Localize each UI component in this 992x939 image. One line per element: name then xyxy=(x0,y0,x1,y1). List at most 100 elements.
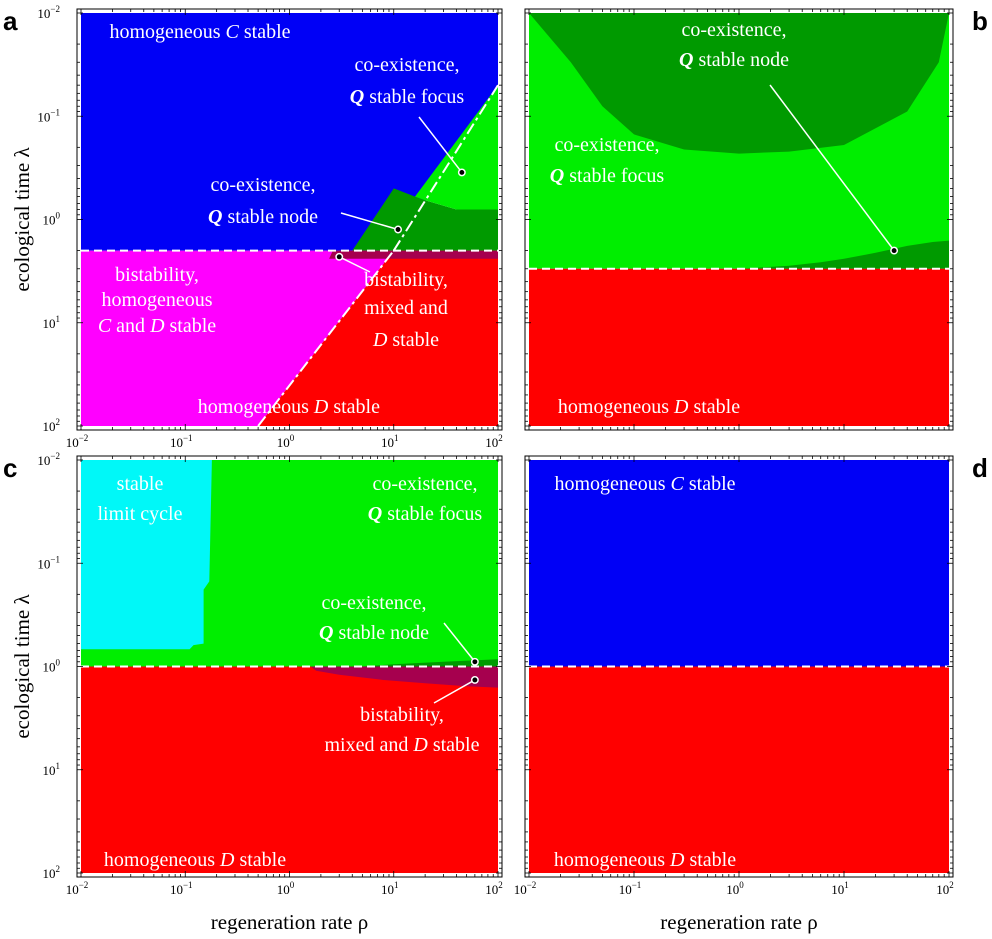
x-tick-label: 102 xyxy=(485,880,503,897)
region-annotation: mixed and xyxy=(364,297,448,319)
region-annotation: bistability, xyxy=(360,704,444,726)
callout-marker xyxy=(457,168,466,177)
region-annotation: co-existence, xyxy=(555,134,660,156)
region-C xyxy=(529,460,949,667)
y-tick-label: 100 xyxy=(43,658,61,675)
region-annotation: Q stable node xyxy=(679,49,789,71)
phase-boundary xyxy=(257,249,395,426)
callout-line xyxy=(769,84,895,252)
region-annotation: homogeneous D stable xyxy=(558,396,740,418)
y-tick-label: 10−2 xyxy=(37,4,60,21)
panel-d: 10−2 10−1 100 101 102 regeneration rate ρ homo… xyxy=(514,455,954,934)
callout-marker xyxy=(394,225,403,234)
region-annotation: co-existence, xyxy=(373,473,478,495)
x-tick-label: 10−2 xyxy=(66,433,89,450)
region-annotation: bistability, xyxy=(364,269,448,291)
callout-line xyxy=(340,212,399,231)
callout-line xyxy=(433,679,476,704)
callout-marker xyxy=(890,246,899,255)
plot-area-b xyxy=(529,13,949,426)
region-annotation: homogeneous xyxy=(101,289,212,311)
x-tick-label: 10−1 xyxy=(619,880,642,897)
callout-marker xyxy=(470,657,479,666)
region-annotation: Q stable node xyxy=(319,622,429,644)
region-R xyxy=(529,268,949,426)
x-tick-label: 10−1 xyxy=(170,433,193,450)
region-annotation: co-existence, xyxy=(322,592,427,614)
axis-ticks xyxy=(525,9,953,430)
region-annotation: homogeneous D stable xyxy=(104,849,286,871)
region-annotation: stable xyxy=(117,473,164,495)
callout-line xyxy=(338,256,371,273)
region-g xyxy=(362,659,498,667)
region-annotation: C and D stable xyxy=(98,315,216,337)
callout-line xyxy=(418,116,463,173)
x-tick-label: 10−2 xyxy=(66,880,89,897)
x-tick-label: 101 xyxy=(381,880,399,897)
region-g xyxy=(352,188,498,251)
region-annotation: co-existence, xyxy=(682,19,787,41)
region-annotation: limit cycle xyxy=(98,503,183,525)
plot-area-d xyxy=(529,460,949,873)
x-tick-label: 101 xyxy=(831,880,849,897)
region-annotation: mixed and D stable xyxy=(325,734,480,756)
x-axis-label: regeneration rate ρ xyxy=(660,910,817,934)
region-M xyxy=(81,250,394,426)
panel-b: co-existence, Q stable node co-existence, Q… xyxy=(524,8,954,431)
callout-line xyxy=(443,622,476,663)
region-annotation: Q stable focus xyxy=(368,503,483,525)
x-tick-label: 10−1 xyxy=(170,880,193,897)
x-tick-label: 100 xyxy=(277,433,295,450)
region-annotation: co-existence, xyxy=(211,174,316,196)
region-annotation: homogeneous C stable xyxy=(109,21,290,43)
x-axis-label: regeneration rate ρ xyxy=(211,910,368,934)
plot-area-c xyxy=(81,460,498,873)
region-annotation: D stable xyxy=(372,329,439,351)
x-tick-label: 102 xyxy=(936,880,954,897)
panel-label-c: c xyxy=(3,453,17,483)
region-g xyxy=(529,13,949,154)
axis-ticks xyxy=(77,9,502,430)
panel-label-b: b xyxy=(972,6,988,36)
region-G xyxy=(415,85,498,210)
region-annotation: Q stable focus xyxy=(550,165,665,187)
y-tick-label: 100 xyxy=(43,211,61,228)
region-R xyxy=(258,250,498,426)
region-annotation: homogeneous D stable xyxy=(554,849,736,871)
y-tick-label: 102 xyxy=(43,864,61,881)
y-tick-label: 101 xyxy=(43,761,61,778)
region-R xyxy=(529,666,949,873)
phase-boundary xyxy=(392,84,498,252)
region-annotation: co-existence, xyxy=(355,54,460,76)
y-tick-label: 101 xyxy=(43,314,61,331)
y-tick-label: 102 xyxy=(43,417,61,434)
y-tick-label: 10−1 xyxy=(37,554,60,571)
x-tick-label: 100 xyxy=(277,880,295,897)
region-P xyxy=(310,666,498,688)
y-tick-label: 10−1 xyxy=(37,107,60,124)
y-axis-label: ecological time λ xyxy=(10,147,34,292)
plot-area-a xyxy=(81,13,498,426)
x-tick-label: 102 xyxy=(485,433,503,450)
callout-marker xyxy=(470,676,479,684)
callout-marker xyxy=(335,252,344,261)
panel-a: 10−210−110010110210−210−1100101102regene… xyxy=(10,4,503,487)
region-annotation: bistability, xyxy=(115,264,199,286)
axis-ticks xyxy=(525,456,953,877)
region-annotation: Q stable node xyxy=(208,206,318,228)
x-tick-label: 100 xyxy=(726,880,744,897)
panel-c: 10−2 10−1 100 101 102 10−2 10−1 100 101 102 regene… xyxy=(10,451,503,934)
y-tick-label: 10−2 xyxy=(37,451,60,468)
panel-label-a: a xyxy=(3,6,18,36)
region-annotation: homogeneous C stable xyxy=(554,473,735,495)
region-R xyxy=(81,666,498,873)
y-axis-label: ecological time λ xyxy=(10,594,34,739)
region-Y xyxy=(81,460,212,650)
region-annotation: Q stable focus xyxy=(350,86,465,108)
x-tick-label: 10−2 xyxy=(514,880,537,897)
region-P xyxy=(329,250,498,259)
x-tick-label: 101 xyxy=(381,433,399,450)
region-annotation: homogeneous D stable xyxy=(198,396,380,418)
region-g xyxy=(739,240,949,269)
